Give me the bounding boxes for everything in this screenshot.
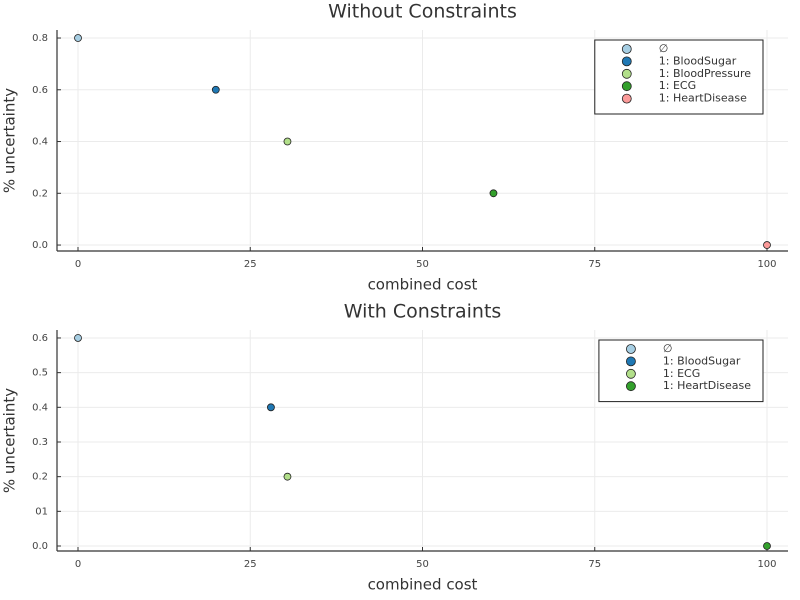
x-axis-label: combined cost: [368, 576, 478, 594]
data-point: [267, 403, 275, 412]
x-tick-label: 25: [244, 259, 257, 270]
legend-marker: [621, 44, 632, 54]
y-tick-label: 0.2: [32, 472, 48, 483]
legend-label: 1: HeartDisease: [659, 92, 747, 105]
y-tick-label: 0.6: [32, 333, 48, 344]
legend-marker: [626, 356, 636, 367]
y-tick-label: 0.5: [32, 368, 48, 379]
data-point: [489, 189, 498, 198]
x-tick-label: 100: [757, 259, 776, 270]
legend-marker: [621, 81, 632, 92]
x-tick-label: 75: [588, 559, 601, 570]
legend-label: 1: BloodSugar: [663, 354, 741, 367]
legend-marker: [626, 344, 636, 354]
legend-label: ∅: [663, 342, 673, 355]
data-point: [763, 241, 771, 249]
data-point: [211, 85, 220, 94]
legend-marker: [626, 381, 636, 392]
x-axis-label: combined cost: [368, 276, 478, 294]
y-tick-label: 0.2: [32, 188, 48, 199]
legend-label: 1: HeartDisease: [663, 379, 751, 392]
y-tick-label: 0.0: [32, 541, 48, 552]
legend-box: [594, 39, 764, 115]
y-tick-label: 0.6: [32, 85, 48, 96]
legend-marker: [621, 56, 632, 67]
y-tick-label: 0.4: [32, 402, 48, 413]
legend-label: ∅: [659, 42, 669, 55]
data-point: [763, 542, 771, 550]
legend-label: 1: BloodSugar: [659, 54, 737, 67]
legend-label: 1: BloodPressure: [659, 67, 751, 80]
data-point: [74, 334, 82, 342]
y-tick-label: 0.3: [32, 437, 48, 448]
chart-title: With Constraints: [344, 301, 502, 323]
x-tick-label: 0: [75, 259, 81, 270]
y-axis-label: % uncertainty: [1, 88, 19, 193]
data-point: [283, 472, 292, 481]
x-tick-label: 50: [416, 559, 429, 570]
data-point: [283, 137, 292, 146]
x-tick-label: 75: [588, 259, 601, 270]
y-axis-label: % uncertainty: [1, 388, 19, 493]
legend-label: 1: ECG: [663, 367, 700, 380]
legend-marker: [626, 368, 636, 379]
data-point: [74, 34, 82, 42]
x-tick-label: 100: [757, 559, 776, 570]
legend-label: 1: ECG: [659, 79, 696, 92]
y-tick-label: 0.4: [32, 137, 48, 148]
y-tick-label: 0.0: [32, 240, 48, 251]
chart-title: Without Constraints: [328, 1, 517, 23]
y-tick-label: 01: [35, 506, 48, 517]
y-tick-label: 0.8: [32, 33, 48, 44]
legend-marker: [621, 93, 632, 104]
legend-marker: [621, 68, 632, 79]
x-tick-label: 25: [244, 559, 257, 570]
x-tick-label: 0: [75, 559, 81, 570]
x-tick-label: 50: [416, 259, 429, 270]
